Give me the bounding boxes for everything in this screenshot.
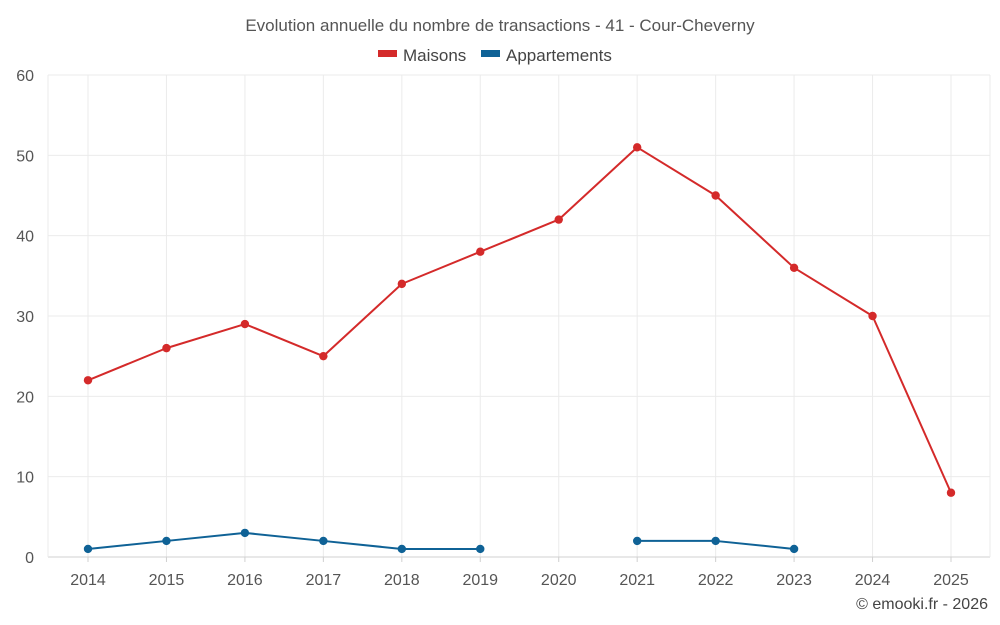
y-tick-label: 40 xyxy=(16,229,34,246)
data-point-appartements[interactable] xyxy=(476,544,485,554)
data-point-appartements[interactable] xyxy=(632,536,642,546)
data-point-maisons[interactable] xyxy=(476,247,485,256)
x-tick-label: 2019 xyxy=(462,572,498,589)
x-tick-label: 2014 xyxy=(70,572,106,589)
data-point-maisons[interactable] xyxy=(162,343,171,353)
data-point-maisons[interactable] xyxy=(946,488,956,497)
legend-item-maisons[interactable]: Maisons xyxy=(378,46,466,65)
y-tick-label: 60 xyxy=(16,68,34,85)
legend-label-appartements: Appartements xyxy=(506,46,612,65)
x-tick-label: 2025 xyxy=(933,572,969,589)
data-point-maisons[interactable] xyxy=(397,279,407,289)
data-point-maisons[interactable] xyxy=(240,319,250,329)
series-line-appartements xyxy=(87,531,795,550)
x-tick-label: 2018 xyxy=(384,572,420,589)
data-point-maisons[interactable] xyxy=(789,263,799,272)
data-point-appartements[interactable] xyxy=(319,536,328,546)
y-tick-label: 0 xyxy=(25,550,34,567)
axes: 0 10 20 30 40 50 60 2014 2015 2016 2017 2018 2019 202… xyxy=(16,68,991,589)
series-maisons xyxy=(83,143,956,497)
data-point-maisons[interactable] xyxy=(632,143,642,152)
x-tick-label: 2024 xyxy=(855,572,891,589)
x-tick-label: 2015 xyxy=(149,572,185,589)
credit-text: © emooki.fr - 2026 xyxy=(856,596,988,613)
y-tick-label: 50 xyxy=(16,148,34,165)
data-point-appartements[interactable] xyxy=(789,544,799,554)
data-point-maisons[interactable] xyxy=(868,311,877,321)
y-tick-label: 10 xyxy=(16,470,34,487)
grid xyxy=(48,74,990,557)
legend-item-appartements[interactable]: Appartements xyxy=(481,46,612,65)
series-layer xyxy=(83,143,956,554)
series-appartements xyxy=(83,528,799,554)
y-tick-label: 20 xyxy=(16,389,34,406)
x-tick-label: 2023 xyxy=(776,572,812,589)
x-tick-label: 2022 xyxy=(698,572,734,589)
data-point-appartements[interactable] xyxy=(162,536,171,546)
data-point-appartements[interactable] xyxy=(397,544,407,554)
x-tick-label: 2017 xyxy=(306,572,342,589)
x-tick-label: 2020 xyxy=(541,572,577,589)
data-point-maisons[interactable] xyxy=(711,191,720,200)
data-point-maisons[interactable] xyxy=(554,215,563,224)
data-point-maisons[interactable] xyxy=(83,376,93,385)
x-tick-label: 2021 xyxy=(619,572,655,589)
legend-swatch-maisons xyxy=(378,50,397,57)
x-tick-label: 2016 xyxy=(227,572,263,589)
data-point-appartements[interactable] xyxy=(711,536,720,546)
data-point-appartements[interactable] xyxy=(83,544,93,554)
y-tick-label: 30 xyxy=(16,309,34,326)
series-line-maisons xyxy=(87,146,952,494)
chart-title: Evolution annuelle du nombre de transact… xyxy=(245,16,755,35)
legend-label-maisons: Maisons xyxy=(403,46,466,65)
legend-swatch-appartements xyxy=(481,50,500,57)
data-point-maisons[interactable] xyxy=(319,351,328,361)
data-point-appartements[interactable] xyxy=(240,528,250,538)
legend: Maisons Appartements xyxy=(378,46,612,65)
